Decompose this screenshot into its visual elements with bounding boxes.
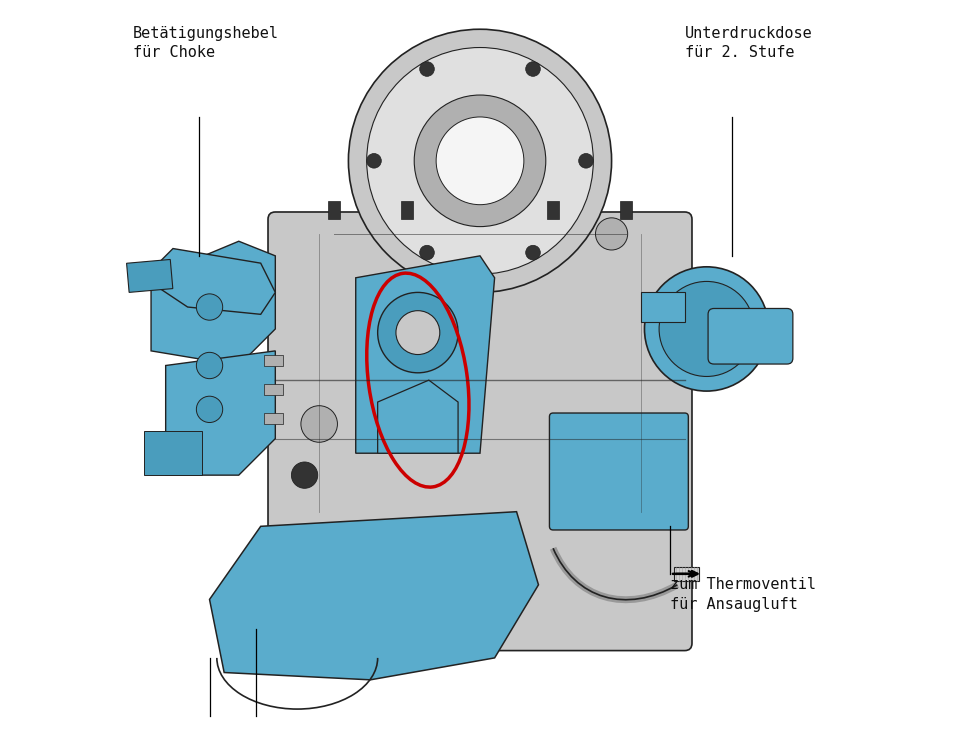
Circle shape	[377, 292, 458, 373]
Circle shape	[579, 154, 593, 168]
Bar	[620, 201, 632, 219]
Polygon shape	[144, 249, 276, 314]
Circle shape	[644, 267, 769, 391]
Polygon shape	[209, 512, 539, 680]
Polygon shape	[674, 567, 699, 581]
Bar	[264, 413, 282, 424]
Circle shape	[420, 61, 434, 76]
Circle shape	[595, 218, 628, 250]
Circle shape	[197, 396, 223, 423]
Circle shape	[396, 311, 440, 355]
Bar	[127, 260, 173, 292]
Text: Unterdruckdose
für 2. Stufe: Unterdruckdose für 2. Stufe	[684, 26, 812, 61]
Bar	[144, 431, 203, 475]
Circle shape	[660, 281, 755, 376]
Circle shape	[436, 117, 524, 205]
Bar	[547, 201, 559, 219]
Circle shape	[420, 246, 434, 260]
Bar	[328, 201, 340, 219]
Polygon shape	[641, 292, 684, 322]
Circle shape	[300, 406, 338, 442]
Circle shape	[197, 294, 223, 320]
Text: Betätigungshebel
für Choke: Betätigungshebel für Choke	[132, 26, 278, 61]
Circle shape	[292, 462, 318, 488]
Polygon shape	[166, 351, 276, 475]
Circle shape	[414, 95, 546, 227]
Circle shape	[526, 61, 540, 76]
Polygon shape	[377, 380, 458, 453]
Bar	[264, 384, 282, 395]
Bar	[401, 201, 413, 219]
FancyBboxPatch shape	[549, 413, 688, 530]
Polygon shape	[356, 256, 494, 453]
Text: zum Thermoventil
für Ansaugluft: zum Thermoventil für Ansaugluft	[670, 577, 816, 613]
FancyBboxPatch shape	[708, 308, 793, 364]
Circle shape	[197, 352, 223, 379]
Circle shape	[526, 246, 540, 260]
Circle shape	[367, 48, 593, 274]
Circle shape	[348, 29, 612, 292]
Polygon shape	[151, 241, 276, 366]
Bar	[264, 355, 282, 366]
Circle shape	[367, 154, 381, 168]
FancyBboxPatch shape	[268, 212, 692, 651]
